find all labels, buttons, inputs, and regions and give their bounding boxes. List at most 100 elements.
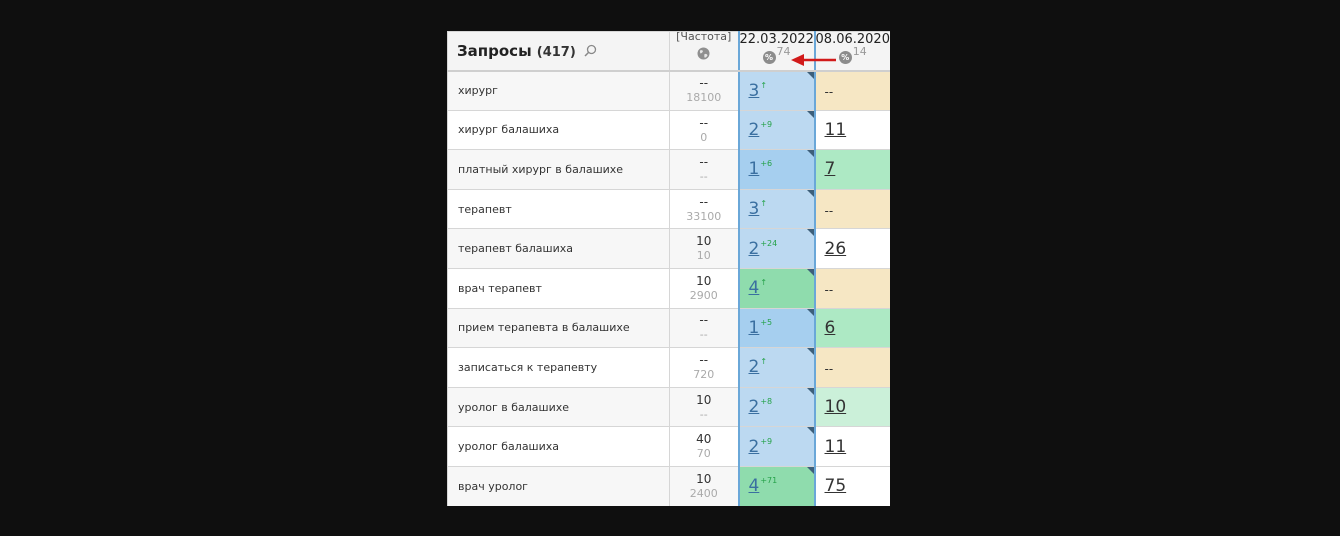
corner-marker-icon [806, 427, 814, 435]
query-text[interactable]: прием терапевта в балашихе [447, 307, 670, 349]
position-link[interactable]: 6 [824, 317, 836, 338]
frequency-value: -- [699, 194, 709, 209]
frequency-cell: 10 2900 [669, 267, 739, 309]
position-link[interactable]: 10 [824, 397, 847, 418]
query-text[interactable]: терапевт балашиха [447, 228, 670, 269]
position-cell-date2[interactable]: 11 [814, 109, 890, 151]
position-delta: +9 [760, 436, 773, 446]
corner-marker-icon [806, 189, 814, 197]
frequency-label: [Частота] [676, 31, 732, 44]
corner-marker-icon [806, 110, 814, 118]
query-text[interactable]: врач терапевт [447, 267, 670, 309]
frequency-value: -- [699, 353, 709, 368]
frequency-value: 40 [696, 432, 712, 447]
corner-marker-icon [806, 348, 814, 356]
position-delta: ↑ [760, 357, 768, 367]
query-text[interactable]: хирург балашиха [447, 109, 670, 151]
frequency-cell: 10 -- [669, 386, 739, 428]
query-text[interactable]: платный хирург в балашихе [447, 149, 670, 190]
table-row: уролог в балашихе 10 -- 2+8 10 [447, 386, 890, 428]
position-cell-date1[interactable]: 2+9 [737, 109, 816, 151]
position-delta: +71 [760, 476, 778, 486]
position-cell-date2[interactable]: 10 [814, 386, 890, 428]
position-cell-date1[interactable]: 2+8 [737, 386, 816, 428]
position-link[interactable]: 11 [824, 436, 847, 457]
query-text[interactable]: терапевт [447, 188, 670, 230]
date-column-header-2[interactable]: 08.06.2020 % 14 [814, 31, 890, 72]
position-cell-date1[interactable]: 2+9 [737, 426, 816, 467]
table-row: врач терапевт 10 2900 4↑ -- [447, 267, 890, 309]
frequency-header[interactable]: [Частота] [669, 31, 739, 72]
query-text[interactable]: уролог в балашихе [447, 386, 670, 428]
position-link[interactable]: 2 [748, 238, 760, 259]
position-cell-date1[interactable]: 1+6 [737, 149, 816, 190]
frequency-subvalue: 33100 [686, 209, 722, 223]
position-link[interactable]: 1 [748, 159, 760, 180]
position-link[interactable]: 2 [748, 397, 760, 418]
position-cell-date2[interactable]: -- [814, 188, 890, 230]
position-cell-date1[interactable]: 2+24 [737, 228, 816, 269]
queries-header[interactable]: Запросы (417) [447, 31, 670, 72]
red-arrow-annotation [791, 54, 836, 66]
position-cell-date2[interactable]: -- [814, 70, 890, 111]
position-cell-date2[interactable]: -- [814, 347, 890, 388]
position-link[interactable]: 2 [748, 436, 760, 457]
position-link[interactable]: -- [824, 282, 834, 297]
date-column-header-1[interactable]: 22.03.2022 % 74 [737, 31, 816, 72]
position-cell-date2[interactable]: 75 [814, 465, 890, 506]
date-count-2: 14 [852, 44, 867, 58]
table-row: уролог балашиха 40 70 2+9 11 [447, 426, 890, 467]
position-cell-date2[interactable]: 6 [814, 307, 890, 349]
position-cell-date2[interactable]: 26 [814, 228, 890, 269]
position-link[interactable]: 4 [748, 476, 760, 497]
position-link[interactable]: 26 [824, 238, 847, 259]
position-delta: ↑ [760, 199, 768, 209]
position-link[interactable]: 75 [824, 476, 847, 497]
position-cell-date1[interactable]: 2↑ [737, 347, 816, 388]
date-label-2: 08.06.2020 [815, 31, 890, 47]
percent-icon[interactable]: % [838, 50, 852, 64]
globe-icon[interactable] [697, 47, 710, 63]
position-cell-date2[interactable]: 11 [814, 426, 890, 467]
corner-marker-icon [806, 268, 814, 276]
position-cell-date1[interactable]: 3↑ [737, 70, 816, 111]
position-cell-date2[interactable]: -- [814, 267, 890, 309]
date-count-1: 74 [776, 44, 791, 58]
position-cell-date1[interactable]: 4↑ [737, 267, 816, 309]
corner-marker-icon [806, 387, 814, 395]
position-link[interactable]: 3 [748, 199, 760, 220]
position-link[interactable]: -- [824, 361, 834, 376]
frequency-subvalue: 720 [693, 368, 715, 382]
query-text[interactable]: уролог балашиха [447, 426, 670, 467]
corner-marker-icon [806, 466, 814, 474]
frequency-cell: -- 18100 [669, 70, 739, 111]
table-row: хирург -- 18100 3↑ -- [447, 70, 890, 111]
percent-icon[interactable]: % [762, 50, 776, 64]
position-delta: +24 [760, 238, 778, 248]
position-cell-date1[interactable]: 3↑ [737, 188, 816, 230]
position-link[interactable]: 2 [748, 357, 760, 378]
position-cell-date2[interactable]: 7 [814, 149, 890, 190]
frequency-value: 10 [696, 234, 712, 249]
position-cell-date1[interactable]: 1+5 [737, 307, 816, 349]
frequency-cell: -- 0 [669, 109, 739, 151]
position-link[interactable]: 4 [748, 278, 760, 299]
frequency-subvalue: -- [699, 170, 708, 184]
position-link[interactable]: 1 [748, 317, 760, 338]
query-text[interactable]: записаться к терапевту [447, 347, 670, 388]
position-delta: +5 [760, 317, 773, 327]
position-link[interactable]: 11 [824, 119, 847, 140]
position-cell-date1[interactable]: 4+71 [737, 465, 816, 506]
position-link[interactable]: -- [824, 85, 834, 100]
query-text[interactable]: хирург [447, 70, 670, 111]
position-link[interactable]: -- [824, 203, 834, 218]
position-link[interactable]: 7 [824, 159, 836, 180]
search-icon[interactable] [584, 42, 597, 61]
position-link[interactable]: 2 [748, 119, 760, 140]
query-text[interactable]: врач уролог [447, 465, 670, 506]
positions-table-panel: Запросы (417) [Частота] [447, 31, 890, 506]
position-link[interactable]: 3 [748, 80, 760, 101]
frequency-value: -- [699, 313, 709, 328]
queries-title: Запросы [457, 41, 532, 60]
frequency-subvalue: 70 [696, 447, 711, 461]
